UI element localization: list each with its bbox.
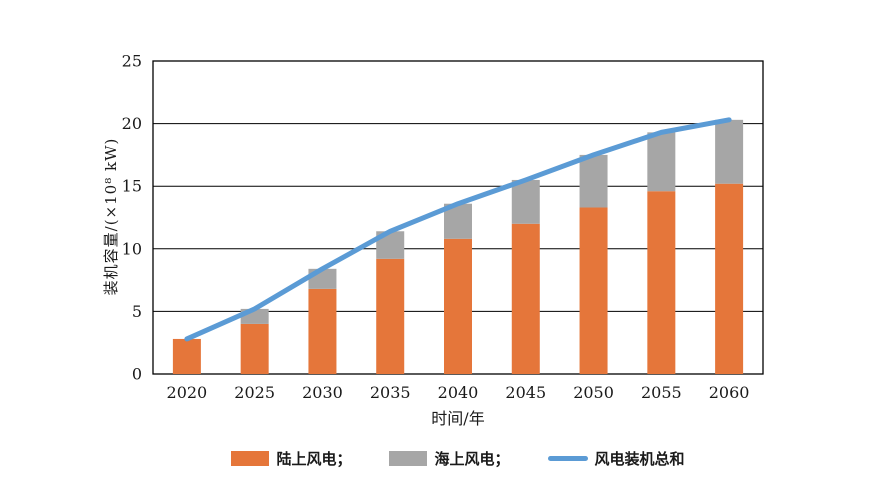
legend-item-offshore-wind: 海上风电；: [389, 448, 510, 469]
bar-海上风电-2045: [511, 179, 540, 224]
legend-item-onshore-wind: 陆上风电；: [231, 448, 351, 469]
bar-陆上风电-2060: [715, 183, 744, 374]
bar-海上风电-2050: [579, 154, 608, 208]
total-line-swatch-icon: [547, 456, 588, 461]
y-tick-label-10: 10: [122, 239, 142, 258]
y-tick-label-0: 0: [132, 365, 142, 384]
legend-label-onshore: 陆上风电；: [276, 450, 352, 468]
x-tick-label-2055: 2055: [641, 383, 682, 402]
y-tick-label-20: 20: [122, 114, 142, 133]
bar-陆上风电-2020: [172, 338, 201, 374]
bar-陆上风电-2050: [579, 207, 608, 374]
bar-陆上风电-2045: [511, 223, 540, 374]
x-tick-label-2060: 2060: [709, 383, 750, 402]
x-tick-label-2035: 2035: [370, 383, 411, 402]
legend-label-offshore: 海上风电；: [434, 450, 510, 468]
bar-陆上风电-2055: [647, 191, 676, 374]
legend-item-total-line: 风电装机总和: [547, 448, 685, 469]
x-tick-label-2045: 2045: [505, 383, 546, 402]
y-tick-label-5: 5: [132, 302, 142, 321]
chart-legend: 陆上风电； 海上风电； 风电装机总和: [153, 448, 763, 469]
y-tick-label-15: 15: [122, 177, 142, 196]
y-axis-title: 装机容量/(×10⁸ kW): [102, 137, 120, 296]
x-axis-title: 时间/年: [431, 409, 485, 428]
x-tick-label-2050: 2050: [573, 383, 614, 402]
bar-陆上风电-2025: [240, 323, 269, 374]
offshore-wind-swatch-icon: [389, 451, 428, 466]
x-tick-label-2040: 2040: [438, 383, 479, 402]
x-tick-label-2030: 2030: [302, 383, 343, 402]
x-tick-label-2025: 2025: [234, 383, 275, 402]
bar-陆上风电-2040: [444, 238, 472, 374]
bar-陆上风电-2030: [308, 288, 337, 374]
bar-海上风电-2060: [715, 119, 744, 184]
legend-label-total: 风电装机总和: [594, 450, 685, 468]
y-tick-label-25: 25: [122, 52, 142, 71]
total-capacity-line: [184, 117, 732, 342]
bar-海上风电-2055: [647, 132, 676, 192]
onshore-wind-swatch-icon: [231, 451, 270, 466]
bar-陆上风电-2035: [376, 258, 405, 374]
x-tick-label-2020: 2020: [167, 383, 208, 402]
